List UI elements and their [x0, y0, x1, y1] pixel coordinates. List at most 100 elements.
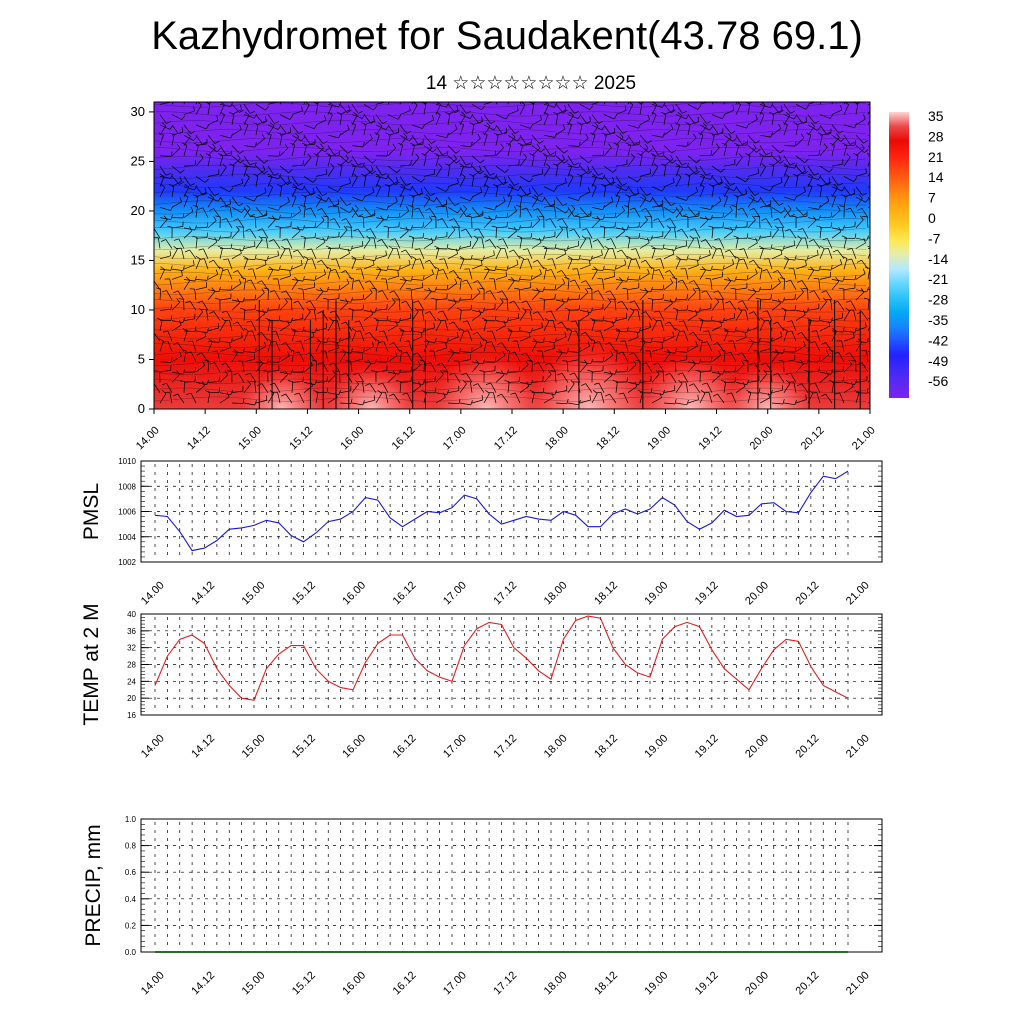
- wind-barb-flag: [694, 287, 700, 290]
- wind-barb-flag: [158, 338, 164, 342]
- wind-barb: [567, 196, 579, 202]
- wind-barb-flag: [780, 177, 783, 183]
- wind-barb-flag: [246, 204, 251, 209]
- wind-barb-flag: [226, 370, 232, 372]
- wind-barb-flag: [338, 133, 342, 139]
- wind-barb: [591, 217, 603, 221]
- wind-barb: [699, 206, 711, 210]
- wind-barb: [447, 402, 460, 405]
- wind-barb: [410, 288, 413, 301]
- wind-barb: [795, 124, 799, 136]
- wind-barb-flag: [377, 239, 382, 242]
- wind-barb-flag: [613, 142, 619, 146]
- wind-barb-flag: [456, 307, 462, 311]
- wind-barb: [183, 227, 195, 231]
- wind-barb: [435, 340, 447, 343]
- wind-barb-flag: [230, 390, 233, 395]
- wind-barb: [555, 390, 567, 394]
- wind-barb: [469, 381, 473, 393]
- wind-barb-flag: [377, 390, 382, 394]
- wind-barb-flag: [199, 258, 205, 260]
- wind-barb-flag: [446, 132, 450, 138]
- wind-barb: [165, 239, 173, 249]
- x-tick-label: 17.12: [492, 424, 520, 452]
- wind-barb: [327, 186, 338, 193]
- wind-barb: [393, 342, 401, 352]
- wind-barb-flag: [470, 400, 473, 406]
- wind-barb-flag: [242, 297, 245, 303]
- wind-barb-flag: [738, 153, 743, 158]
- wind-barb: [567, 298, 580, 301]
- wind-barb: [265, 237, 269, 249]
- wind-barb: [447, 165, 451, 177]
- wind-barb-flag: [746, 275, 749, 281]
- wind-barb: [603, 132, 615, 136]
- wind-barb: [471, 313, 482, 321]
- wind-barb: [243, 196, 255, 202]
- wind-barb: [447, 158, 457, 167]
- wind-barb-flag: [302, 185, 306, 191]
- wind-barb-flag: [209, 208, 214, 212]
- wind-barb: [195, 176, 206, 183]
- wind-barb-flag: [817, 126, 821, 131]
- wind-barb: [399, 330, 412, 333]
- wind-barb: [783, 359, 795, 363]
- wind-barb: [850, 300, 857, 311]
- wind-barb: [699, 340, 703, 352]
- wind-barb: [627, 135, 635, 145]
- wind-barb-flag: [856, 259, 862, 263]
- wind-barb-flag: [362, 400, 365, 406]
- wind-barb-flag: [718, 181, 724, 186]
- wind-barb-flag: [567, 122, 572, 126]
- wind-barb-flag: [659, 392, 662, 398]
- wind-barb: [507, 280, 515, 290]
- wind-barb: [735, 386, 746, 393]
- wind-barb: [519, 176, 530, 183]
- wind-barb: [699, 219, 709, 229]
- wind-barb-flag: [264, 115, 267, 121]
- wind-barb-flag: [323, 298, 329, 300]
- wind-barb-flag: [607, 247, 613, 250]
- wind-barb-flag: [157, 317, 163, 321]
- wind-barb: [543, 298, 555, 301]
- wind-barb: [615, 350, 618, 362]
- wind-barb: [279, 181, 290, 188]
- wind-barb-flag: [564, 307, 570, 311]
- wind-barb-flag: [517, 137, 521, 142]
- wind-barb-flag: [778, 123, 782, 129]
- wind-barb-flag: [204, 187, 207, 193]
- wind-barb-flag: [242, 348, 245, 354]
- wind-barb: [795, 170, 806, 177]
- wind-barb-flag: [592, 173, 597, 177]
- wind-barb: [747, 148, 757, 157]
- wind-barb: [771, 104, 780, 114]
- wind-barb: [303, 385, 313, 393]
- wind-barb: [687, 258, 699, 261]
- wind-barb: [351, 245, 363, 249]
- wind-barb: [615, 227, 627, 231]
- wind-barb: [843, 226, 855, 229]
- wind-barb-flag: [341, 372, 347, 376]
- wind-barb-flag: [512, 340, 518, 342]
- temp2m-series-line: [154, 615, 849, 701]
- wind-barb: [710, 278, 713, 290]
- wind-barb-flag: [330, 163, 335, 168]
- wind-barb-flag: [636, 332, 639, 338]
- wind-barb-flag: [826, 182, 832, 186]
- wind-barb-flag: [446, 389, 449, 395]
- wind-barb-flag: [198, 248, 204, 251]
- wind-barb-flag: [808, 239, 814, 243]
- wind-barb-flag: [755, 297, 761, 300]
- wind-barb-flag: [326, 235, 329, 241]
- wind-barb: [843, 176, 854, 182]
- wind-barb: [519, 157, 527, 167]
- wind-barb: [207, 147, 216, 157]
- wind-barb: [471, 124, 475, 136]
- wind-barb-flag: [422, 327, 425, 333]
- wind-barb-flag: [459, 328, 465, 332]
- wind-barb-flag: [362, 162, 365, 168]
- wind-barb: [363, 264, 375, 270]
- wind-barb: [243, 155, 251, 166]
- x-tick-label: 20.00: [748, 424, 776, 452]
- wind-barb-flag: [240, 307, 246, 310]
